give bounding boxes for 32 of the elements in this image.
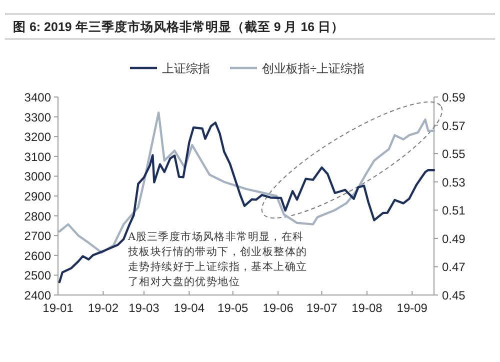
y-tick-label: 3300 [24, 110, 52, 124]
x-tick-label: 19-09 [396, 301, 428, 315]
x-tick-label: 19-02 [88, 301, 119, 315]
legend-label: 创业板指÷上证综指 [262, 62, 365, 76]
y-tick-label: 2500 [24, 268, 52, 283]
y-tick-label: 2400 [24, 288, 52, 302]
x-tick-label: 19-03 [128, 301, 160, 315]
y-tick-label: 3000 [24, 170, 52, 184]
x-tick-label: 19-08 [352, 301, 383, 315]
y2-tick-label: 0.57 [442, 118, 466, 133]
y2-tick-label: 0.55 [442, 147, 466, 162]
chart-title: 图 6: 2019 年三季度市场风格非常明显（截至 9 月 16 日） [13, 19, 344, 34]
y-tick-label: 3400 [24, 90, 52, 104]
x-tick-label: 19-06 [262, 301, 294, 315]
annotation: A股三季度市场风格非常明显，在科技板块行情的带动下，创业板整体的走势持续好于上证综指，基本上确立了相对大盘的优势地位 [128, 230, 308, 290]
y-tick-label: 3200 [24, 130, 52, 144]
y-tick-label: 2800 [24, 209, 52, 224]
y2-tick-label: 0.49 [442, 232, 466, 246]
y2-tick-label: 0.51 [442, 204, 466, 218]
x-tick-label: 19-07 [306, 301, 338, 315]
y-tick-label: 2600 [24, 248, 52, 263]
y2-tick-label: 0.45 [442, 288, 466, 302]
y-tick-label: 2700 [24, 229, 52, 244]
x-tick-label: 19-04 [174, 301, 205, 315]
legend-label: 上证综指 [162, 62, 210, 76]
y2-tick-label: 0.47 [442, 260, 466, 274]
y-tick-label: 3100 [24, 150, 52, 164]
y2-tick-label: 0.53 [442, 175, 466, 190]
y2-tick-label: 0.59 [442, 90, 466, 104]
x-tick-label: 19-05 [218, 301, 249, 315]
y-tick-label: 2900 [24, 190, 52, 204]
x-tick-label: 19-01 [42, 301, 74, 315]
